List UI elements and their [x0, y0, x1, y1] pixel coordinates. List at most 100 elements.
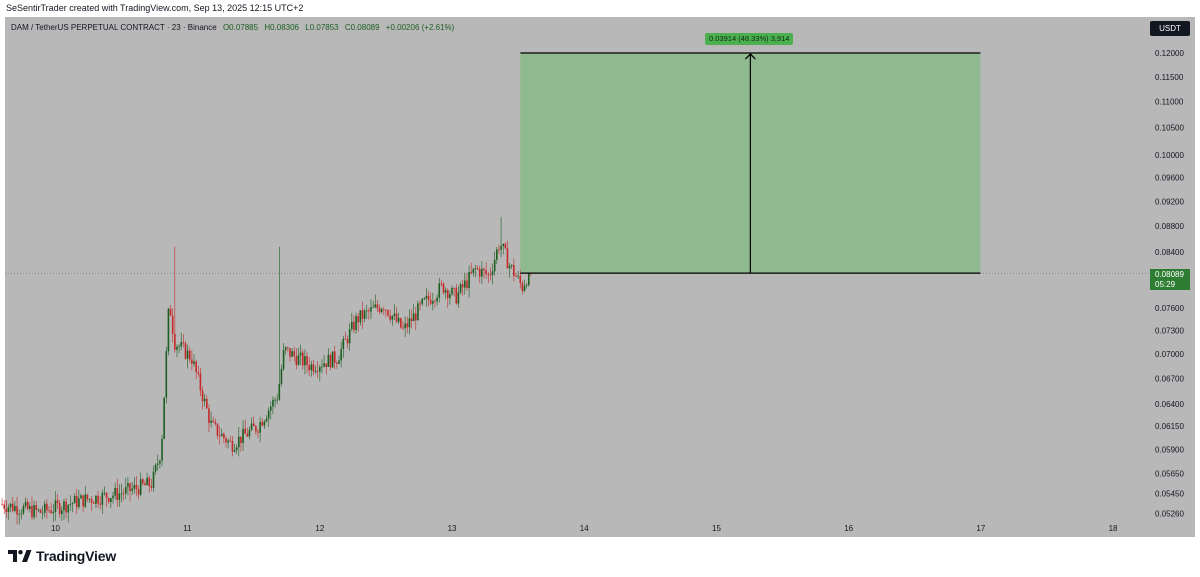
candle-body: [227, 440, 229, 443]
candle-body: [63, 501, 65, 511]
candle: [282, 342, 285, 371]
candle: [333, 345, 336, 370]
candle-body: [459, 284, 462, 293]
candle-body: [301, 352, 304, 366]
candle: [419, 300, 421, 311]
candle: [414, 307, 417, 331]
candle-body: [257, 431, 259, 433]
candle-body: [496, 249, 498, 260]
candle-body: [400, 318, 402, 328]
candle-body: [333, 351, 336, 363]
candle-body: [18, 513, 20, 515]
candle: [31, 496, 33, 520]
candle-body: [489, 274, 492, 276]
candle-body: [374, 304, 377, 308]
candle-body: [90, 499, 93, 503]
candle-body: [58, 503, 61, 514]
candle-body: [33, 505, 35, 518]
candle: [472, 268, 475, 277]
candle: [346, 335, 349, 349]
candle: [476, 265, 479, 271]
candle-body: [338, 360, 340, 364]
candle: [319, 364, 321, 382]
candle-body: [425, 295, 428, 299]
candle: [225, 435, 227, 448]
candle-body: [284, 347, 287, 350]
candle-body: [142, 479, 144, 484]
last-price-value: 0.08089: [1155, 270, 1184, 279]
candle-body: [11, 503, 14, 511]
candle: [97, 491, 99, 508]
candle: [61, 506, 63, 521]
candle: [397, 312, 400, 325]
candle: [442, 282, 445, 295]
candle-body: [50, 510, 52, 514]
candle-body: [519, 275, 522, 284]
measure-arrow-head: [744, 53, 756, 60]
price-tick-label: 0.10000: [1155, 151, 1184, 160]
candle: [515, 273, 517, 278]
candle-body: [235, 447, 238, 451]
candle: [432, 293, 434, 311]
candle-body: [487, 274, 490, 276]
date-tick-label: 11: [183, 524, 192, 533]
candle: [466, 273, 468, 291]
candle: [508, 262, 511, 278]
candle: [389, 309, 391, 323]
candle: [380, 307, 383, 314]
candle-body: [455, 288, 458, 304]
candle: [478, 265, 481, 284]
currency-button[interactable]: USDT: [1150, 21, 1190, 36]
candle-body: [29, 505, 31, 510]
candle: [75, 488, 78, 515]
candle-body: [474, 268, 477, 270]
candle: [150, 478, 153, 491]
candle: [88, 498, 91, 503]
open-value: O0.07885: [222, 23, 259, 32]
candle-body: [250, 423, 253, 430]
candle: [316, 361, 319, 378]
candle-body: [404, 323, 406, 329]
tradingview-logo[interactable]: TradingView: [8, 548, 116, 564]
price-tick-label: 0.05650: [1155, 469, 1184, 478]
candle: [223, 432, 225, 444]
candle-body: [361, 310, 364, 319]
candle: [107, 497, 110, 504]
candle: [227, 438, 229, 449]
candle: [101, 489, 104, 515]
candle-body: [80, 495, 82, 499]
date-tick-label: 17: [976, 524, 985, 533]
footer: [0, 537, 1200, 577]
candle: [295, 348, 298, 370]
candle: [133, 477, 136, 494]
candle: [137, 485, 140, 500]
candle: [404, 316, 406, 337]
candle-body: [131, 488, 133, 492]
candle-body: [46, 503, 48, 511]
candle: [355, 312, 357, 334]
candle: [391, 315, 394, 326]
candle-body: [39, 509, 42, 513]
candle: [506, 240, 509, 269]
candle: [393, 304, 396, 321]
price-tick-label: 0.09200: [1155, 197, 1184, 206]
candle: [368, 307, 370, 320]
price-tick-label: 0.05260: [1155, 509, 1184, 518]
candle: [474, 264, 477, 278]
candle: [344, 331, 347, 340]
candle-body: [269, 406, 272, 411]
candle-body: [165, 351, 168, 398]
candle-body: [1, 503, 3, 505]
candle-body: [406, 323, 409, 328]
candle-body: [203, 398, 206, 402]
candle: [63, 498, 65, 521]
candle-body: [267, 410, 270, 419]
candle: [280, 364, 283, 387]
candle-body: [31, 505, 33, 518]
candle: [156, 454, 159, 471]
candle-body: [67, 504, 70, 513]
candle-body: [419, 303, 421, 305]
candle-body: [154, 464, 157, 472]
candle-body: [491, 271, 494, 276]
